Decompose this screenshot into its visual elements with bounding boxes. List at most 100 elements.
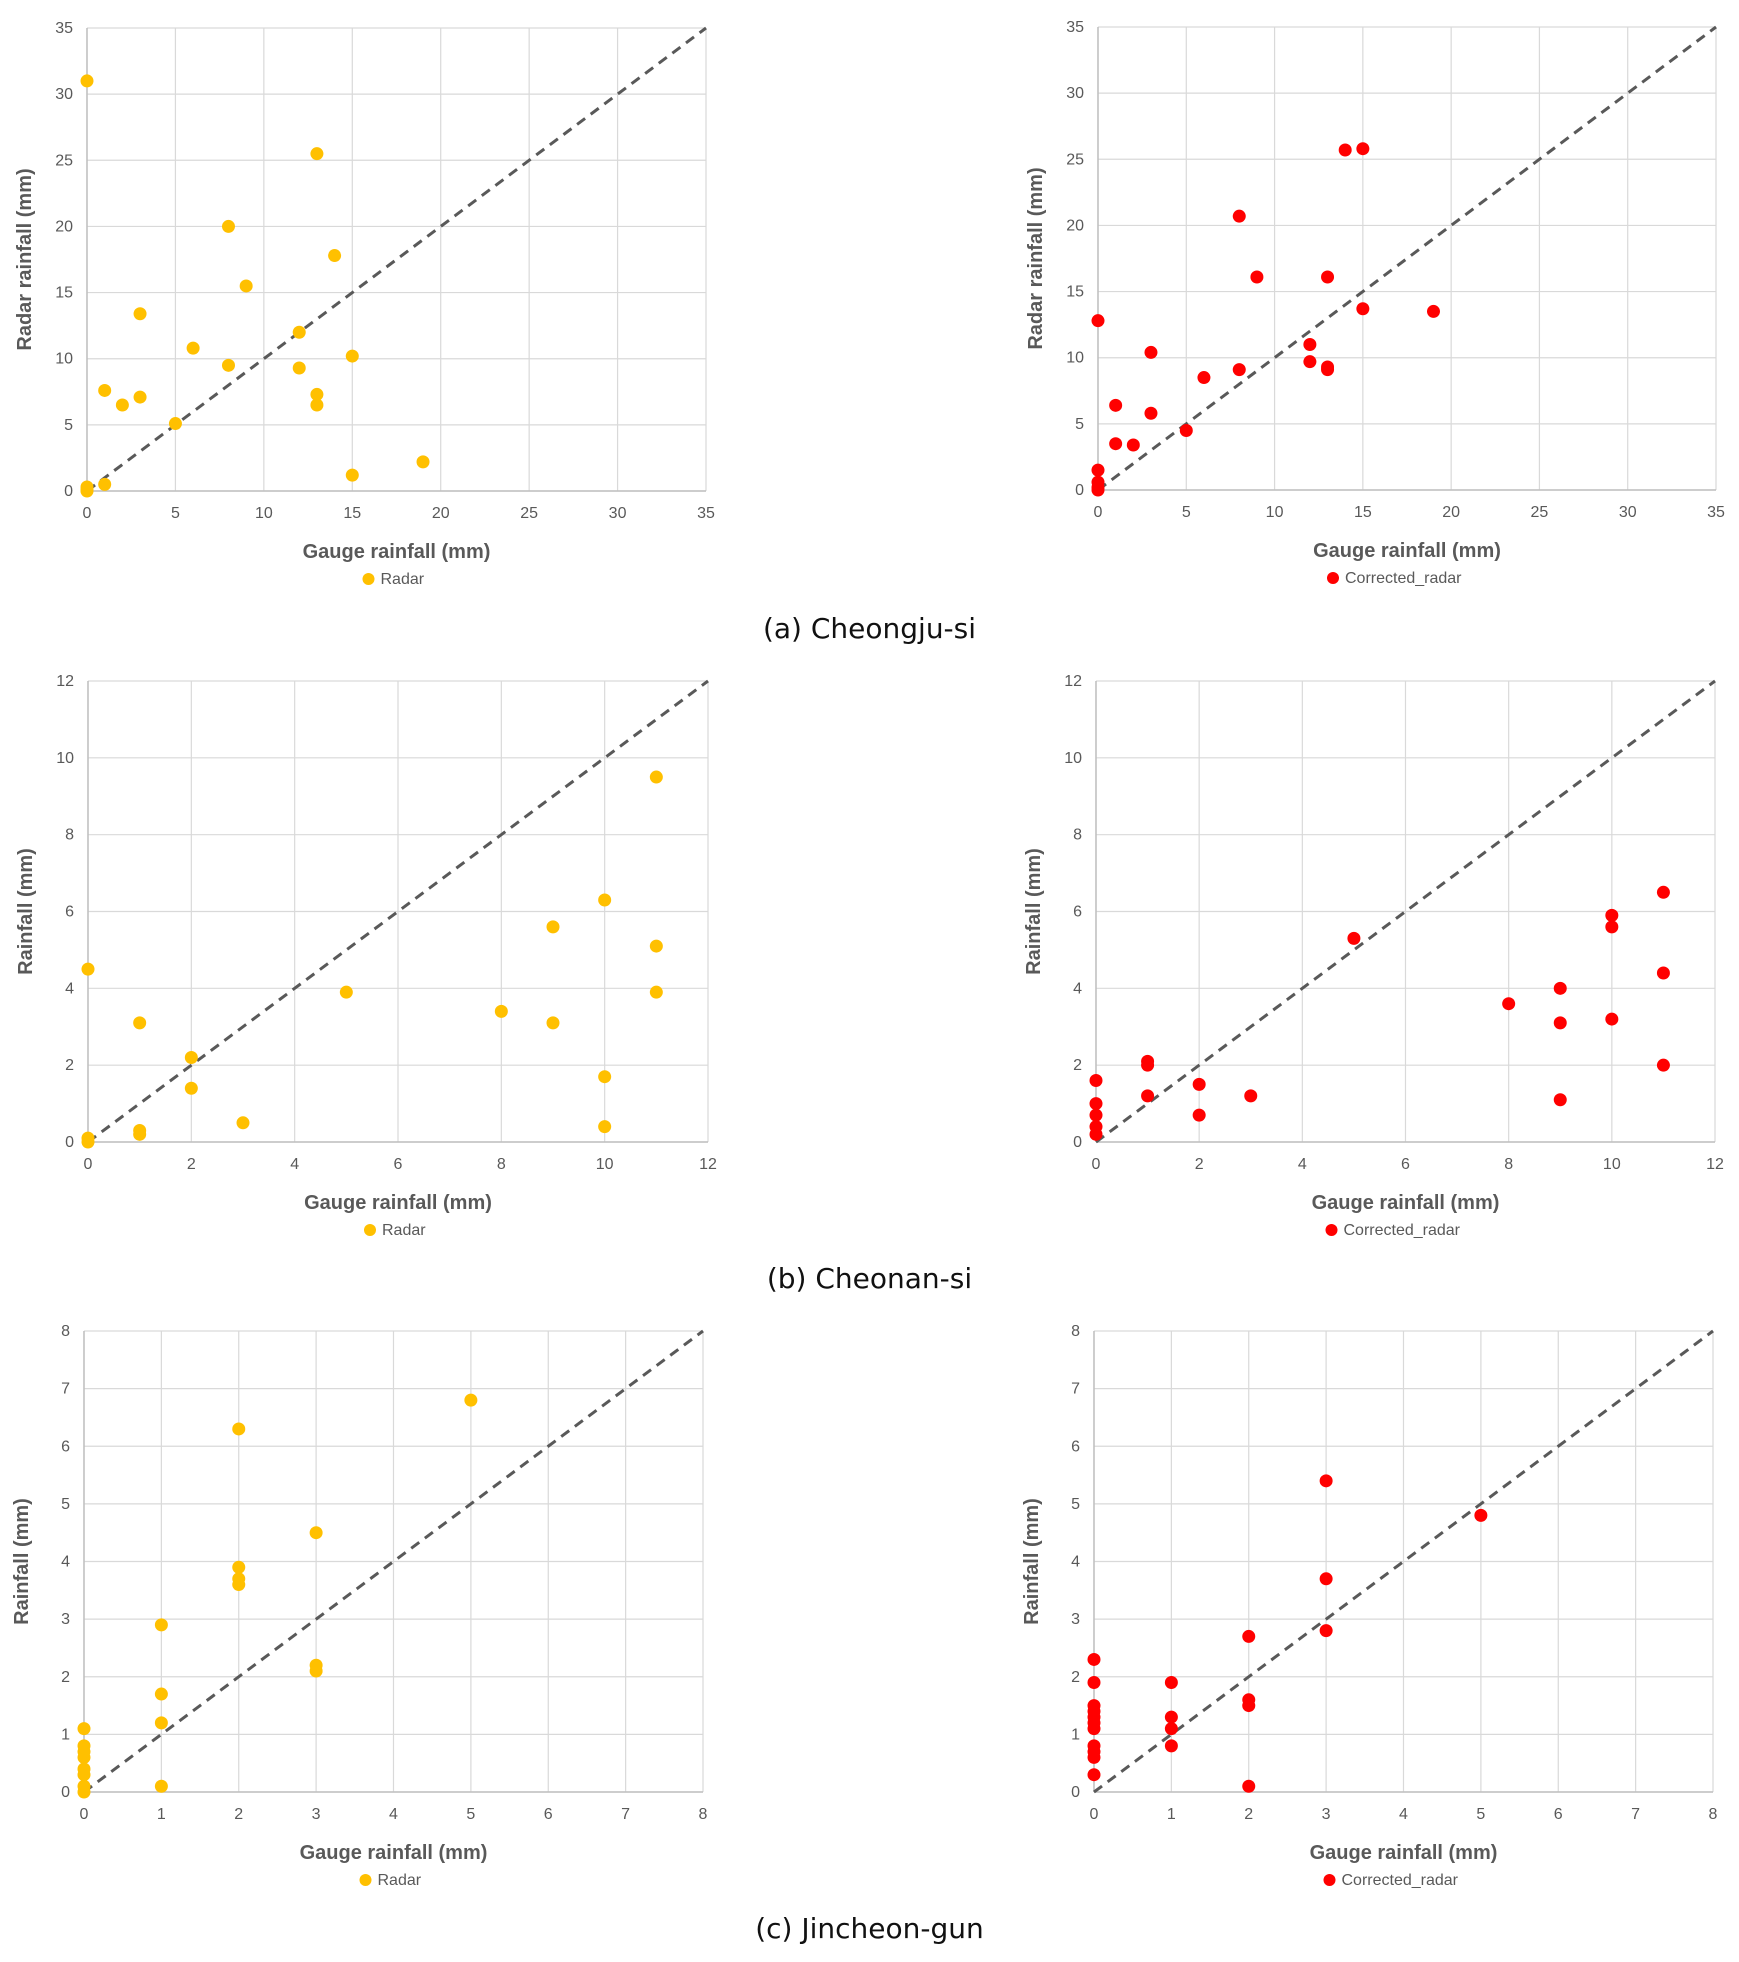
x-tick-label: 1 — [1167, 1806, 1176, 1823]
y-tick-label: 10 — [55, 351, 73, 368]
y-tick-label: 25 — [55, 152, 73, 169]
y-tick-label: 12 — [56, 673, 74, 690]
data-point — [168, 417, 182, 431]
y-axis-title: Rainfall (mm) — [1023, 848, 1045, 975]
one-to-one-diagonal — [1093, 1329, 1714, 1794]
y-tick-label: 0 — [1073, 1134, 1082, 1151]
data-point — [310, 387, 324, 401]
y-tick-label: 5 — [1071, 1496, 1080, 1513]
y-axis-title: Rainfall (mm) — [1021, 1498, 1043, 1625]
data-point — [649, 939, 663, 953]
data-point — [1089, 1108, 1103, 1122]
y-tick-label: 25 — [1066, 151, 1084, 168]
y-tick-label: 8 — [1071, 1323, 1080, 1340]
data-point — [232, 1560, 246, 1574]
x-tick-label: 15 — [343, 505, 361, 522]
x-tick-label: 10 — [1266, 504, 1284, 521]
data-point — [77, 1722, 91, 1736]
x-tick-label: 6 — [1401, 1156, 1410, 1173]
x-tick-label: 0 — [84, 1156, 93, 1173]
y-tick-label: 35 — [55, 20, 73, 37]
legend-marker — [362, 573, 375, 585]
data-point — [1356, 142, 1370, 156]
y-tick-label: 3 — [1071, 1611, 1080, 1628]
data-point — [1605, 908, 1619, 922]
y-tick-label: 6 — [1073, 904, 1082, 921]
x-tick-label: 2 — [1195, 1156, 1204, 1173]
data-point — [1338, 143, 1352, 157]
data-point — [77, 1785, 91, 1799]
data-point — [1109, 437, 1123, 451]
y-tick-label: 2 — [65, 1057, 74, 1074]
y-tick-label: 7 — [61, 1381, 70, 1398]
data-point — [598, 1120, 612, 1134]
data-point — [1087, 1722, 1101, 1736]
x-tick-label: 3 — [312, 1806, 321, 1823]
y-tick-label: 30 — [55, 86, 73, 103]
x-tick-label: 6 — [394, 1156, 403, 1173]
y-tick-label: 4 — [65, 980, 74, 997]
data-point — [184, 1050, 198, 1064]
y-tick-label: 8 — [61, 1323, 70, 1340]
y-tick-label: 0 — [1071, 1784, 1080, 1801]
data-point — [1242, 1629, 1256, 1643]
data-point — [1089, 1127, 1103, 1141]
data-point — [1319, 1572, 1333, 1586]
legend: Radar — [362, 571, 425, 588]
x-tick-label: 10 — [255, 505, 273, 522]
y-axis-title: Radar rainfall (mm) — [1025, 167, 1047, 349]
x-axis-title: Gauge rainfall (mm) — [1310, 1842, 1498, 1864]
x-axis-title: Gauge rainfall (mm) — [1313, 540, 1501, 562]
y-tick-label: 1 — [1071, 1726, 1080, 1743]
y-tick-label: 6 — [61, 1438, 70, 1455]
data-point — [133, 1127, 147, 1141]
data-point — [1087, 1652, 1101, 1666]
y-tick-label: 5 — [1075, 416, 1084, 433]
x-tick-label: 30 — [1619, 504, 1637, 521]
x-tick-label: 10 — [1603, 1156, 1621, 1173]
legend-label: Radar — [382, 1222, 426, 1239]
data-point — [115, 398, 129, 412]
x-tick-label: 20 — [432, 505, 450, 522]
legend-marker — [1327, 572, 1339, 584]
x-tick-label: 20 — [1442, 504, 1460, 521]
x-tick-label: 4 — [1399, 1806, 1408, 1823]
y-tick-label: 8 — [65, 827, 74, 844]
data-point — [339, 985, 353, 999]
data-point — [1474, 1508, 1488, 1522]
chart-a-left: 0 5 10 15 20 25 30 35 0 5 10 15 20 25 30 35 Gauge rainfa… — [14, 20, 715, 588]
data-point — [1250, 270, 1264, 284]
data-point — [1321, 270, 1335, 284]
x-tick-label: 0 — [1094, 504, 1103, 521]
data-point — [1087, 1768, 1101, 1782]
legend-label: Radar — [381, 571, 425, 588]
data-point — [310, 398, 324, 412]
y-tick-label: 20 — [1066, 217, 1084, 234]
x-tick-label: 1 — [157, 1806, 166, 1823]
data-point — [184, 1081, 198, 1095]
data-point — [1244, 1089, 1258, 1103]
data-point — [1303, 337, 1317, 351]
legend-marker — [1323, 1874, 1336, 1886]
y-tick-label: 10 — [56, 750, 74, 767]
data-point — [1426, 304, 1440, 318]
y-tick-label: 6 — [65, 904, 74, 921]
x-tick-label: 8 — [1504, 1156, 1513, 1173]
one-to-one-diagonal — [1095, 679, 1716, 1144]
y-tick-label: 5 — [61, 1496, 70, 1513]
x-tick-label: 2 — [234, 1806, 243, 1823]
data-point — [1089, 1097, 1103, 1111]
legend-label: Corrected_radar — [1342, 1872, 1459, 1889]
data-point — [416, 455, 430, 469]
data-point — [1303, 355, 1317, 369]
chart-c-left: 0 1 2 3 4 5 6 7 8 0 1 2 3 4 5 6 7 8 Gauge rainfall (mm) Rai… — [11, 1323, 708, 1889]
caption-a: (a) Cheongju-si — [762, 612, 977, 645]
legend: Corrected_radar — [1325, 1222, 1461, 1239]
x-tick-label: 7 — [1631, 1806, 1640, 1823]
data-point — [98, 477, 112, 491]
x-tick-label: 8 — [1709, 1806, 1718, 1823]
data-point — [464, 1393, 478, 1407]
data-point — [1232, 209, 1246, 223]
x-tick-label: 2 — [187, 1156, 196, 1173]
data-point — [232, 1578, 246, 1592]
